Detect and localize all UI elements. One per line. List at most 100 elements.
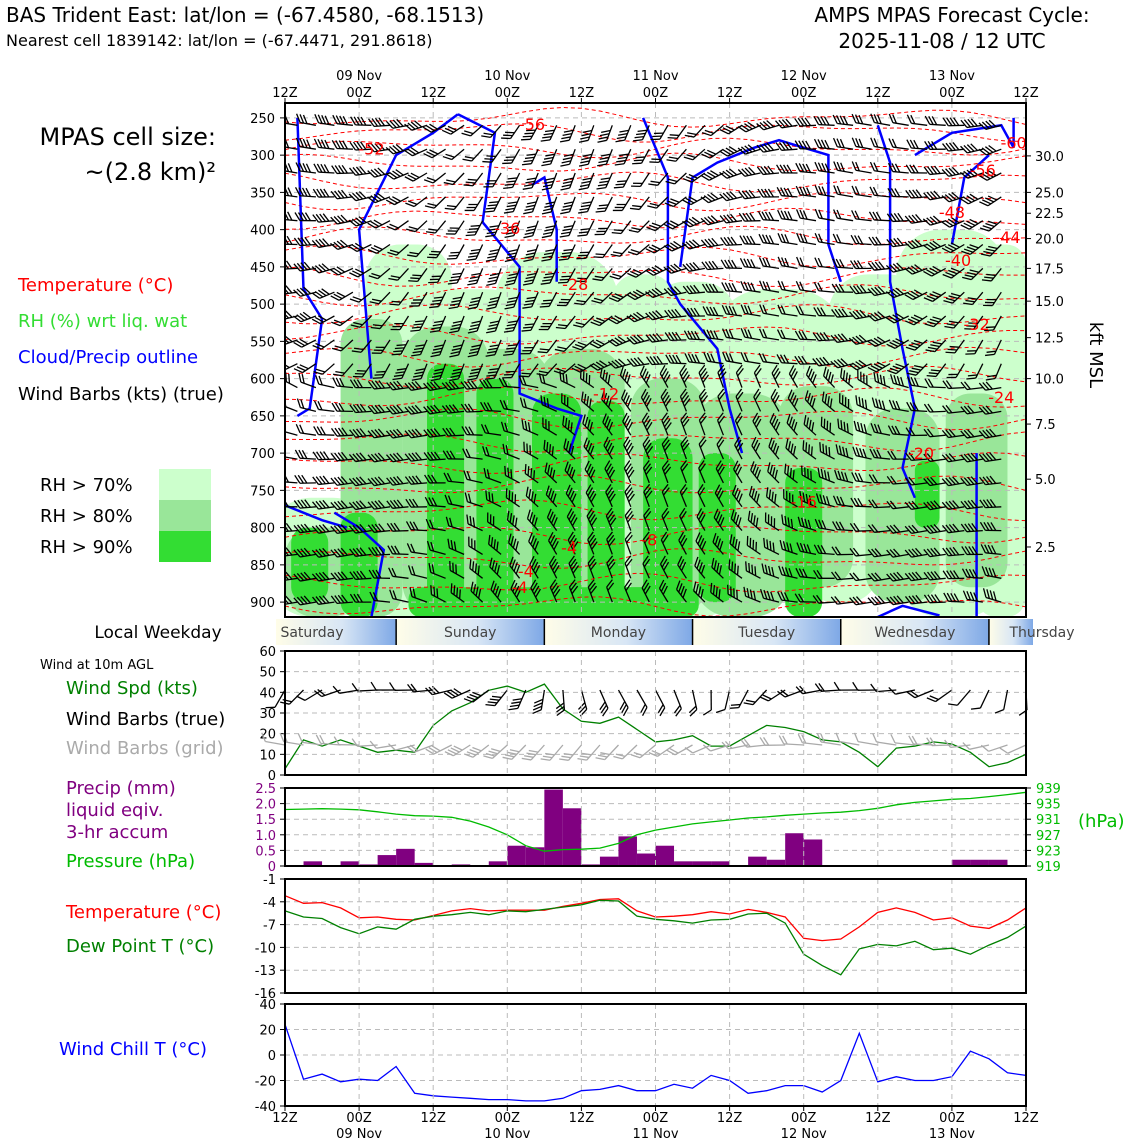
upper-wind-barb bbox=[753, 388, 762, 412]
barb-flag bbox=[341, 189, 348, 198]
barb-staff bbox=[726, 196, 743, 202]
barb-staff bbox=[744, 289, 761, 293]
value-tick-label: 10 bbox=[259, 748, 276, 763]
barb-flag bbox=[409, 587, 413, 597]
barb-flag bbox=[873, 312, 882, 320]
barb-staff bbox=[494, 244, 502, 260]
barb-flag bbox=[390, 328, 400, 331]
upper-wind-barb bbox=[926, 363, 947, 378]
upper-wind-barb bbox=[777, 591, 798, 603]
barb-staff bbox=[855, 480, 872, 484]
barb-flag bbox=[570, 514, 576, 524]
barb-staff bbox=[1003, 689, 1009, 710]
barb-flag bbox=[302, 114, 308, 124]
barb-flag bbox=[967, 453, 975, 462]
barb-staff bbox=[948, 458, 965, 463]
barb-flag bbox=[970, 499, 978, 508]
upper-wind-barb bbox=[428, 562, 446, 579]
barb-staff bbox=[355, 410, 372, 414]
barb-flag bbox=[524, 255, 534, 259]
barb-flag bbox=[755, 418, 762, 428]
barb-flag bbox=[907, 266, 916, 274]
true-wind-barb bbox=[795, 685, 823, 695]
barb-flag bbox=[850, 234, 857, 244]
barb-flag bbox=[585, 484, 592, 494]
temperature-contour-label: -52 bbox=[358, 139, 384, 158]
barb-flag bbox=[428, 686, 437, 695]
barb-staff bbox=[411, 595, 428, 603]
barb-flag bbox=[600, 752, 610, 756]
upper-wind-barb bbox=[561, 393, 576, 412]
grid-wind-barb bbox=[980, 744, 1008, 752]
barb-flag bbox=[781, 119, 790, 128]
barb-staff bbox=[395, 220, 409, 231]
barb-flag bbox=[985, 326, 996, 329]
barb-flag bbox=[460, 381, 468, 390]
barb-flag bbox=[813, 116, 820, 125]
barb-flag bbox=[503, 330, 514, 333]
barb-flag bbox=[337, 427, 345, 437]
barb-flag bbox=[542, 160, 553, 164]
barb-flag bbox=[348, 478, 357, 487]
upper-wind-barb bbox=[295, 137, 317, 150]
barb-flag bbox=[700, 415, 707, 424]
barb-staff bbox=[674, 172, 687, 185]
top-hour-label: 12Z bbox=[1013, 86, 1039, 101]
upper-wind-barb bbox=[521, 315, 539, 332]
upper-wind-barb bbox=[813, 282, 835, 293]
barb-flag bbox=[580, 228, 590, 231]
barb-flag bbox=[713, 330, 719, 340]
barb-flag bbox=[796, 256, 801, 266]
barb-flag bbox=[685, 241, 694, 249]
pressure-tick-label: 400 bbox=[250, 224, 275, 239]
barb-staff bbox=[547, 315, 558, 330]
barb-staff bbox=[955, 363, 965, 378]
barb-staff bbox=[468, 545, 483, 555]
barb-flag bbox=[560, 211, 570, 215]
barb-staff bbox=[972, 291, 984, 305]
upper-wind-barb bbox=[629, 196, 650, 211]
barb-flag bbox=[906, 401, 912, 411]
barb-staff bbox=[950, 243, 965, 254]
upper-wind-barb bbox=[606, 579, 615, 603]
barb-flag bbox=[337, 476, 345, 485]
barb-flag bbox=[728, 305, 734, 316]
barb-staff bbox=[357, 267, 372, 278]
upper-wind-barb bbox=[445, 220, 465, 235]
true-wind-barb bbox=[994, 689, 1009, 714]
barb-flag bbox=[652, 135, 662, 138]
barb-flag bbox=[356, 403, 363, 413]
upper-wind-barb bbox=[759, 304, 780, 317]
upper-wind-barb bbox=[645, 332, 668, 343]
barb-flag bbox=[408, 475, 416, 485]
grid-wind-barb bbox=[315, 734, 341, 746]
barb-flag bbox=[733, 487, 739, 497]
barb-flag bbox=[911, 595, 919, 604]
upper-wind-barb bbox=[572, 339, 595, 351]
barb-flag bbox=[926, 295, 936, 300]
barb-flag bbox=[746, 258, 753, 268]
barb-flag bbox=[686, 154, 696, 159]
barb-flag bbox=[488, 300, 499, 304]
barb-flag bbox=[895, 312, 905, 319]
barb-flag bbox=[721, 328, 727, 338]
upper-wind-barb bbox=[404, 172, 428, 182]
barb-flag bbox=[947, 348, 958, 351]
barb-flag bbox=[701, 540, 707, 551]
barb-flag bbox=[820, 139, 827, 149]
value-tick-label: 50 bbox=[259, 666, 276, 681]
barb-flag bbox=[543, 299, 553, 302]
barb-flag bbox=[396, 404, 404, 413]
barb-staff bbox=[713, 517, 724, 531]
upper-wind-barb bbox=[542, 417, 558, 436]
barb-flag bbox=[315, 734, 322, 744]
barb-flag bbox=[552, 493, 557, 503]
barb-flag bbox=[854, 210, 860, 220]
barb-flag bbox=[926, 453, 934, 462]
barb-flag bbox=[625, 582, 632, 591]
barb-flag bbox=[811, 398, 816, 408]
barb-flag bbox=[991, 568, 997, 578]
barb-flag bbox=[795, 567, 801, 577]
barb-flag bbox=[486, 155, 496, 158]
upper-wind-barb bbox=[387, 244, 409, 256]
